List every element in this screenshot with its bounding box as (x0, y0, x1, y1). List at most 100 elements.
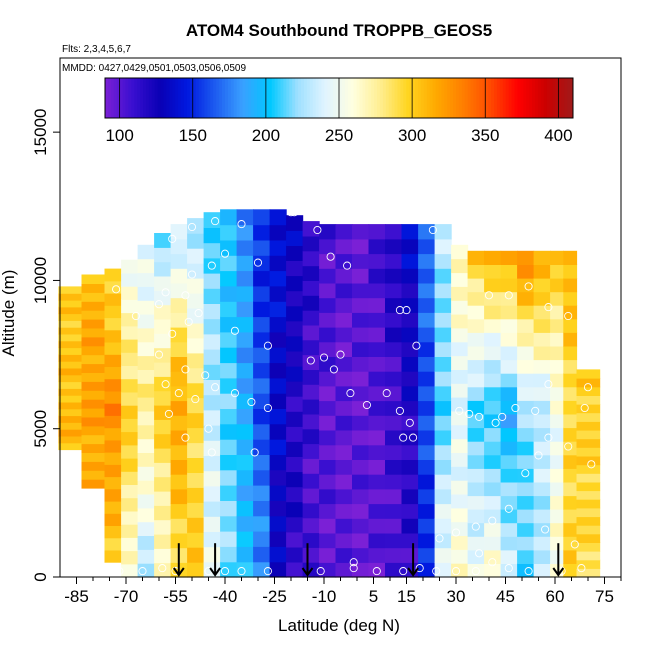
heatmap-cell (269, 469, 287, 486)
heatmap-cell (81, 434, 106, 445)
heatmap-cell (220, 270, 238, 287)
heatmap-cell (335, 385, 353, 402)
heatmap-cell (253, 301, 271, 318)
heatmap-cell (467, 509, 485, 524)
heatmap-cell (533, 264, 551, 279)
heatmap-cell (576, 481, 601, 492)
profile-arrow (209, 543, 221, 577)
y-tick-label: 15000 (31, 109, 50, 156)
colorbar-segment (257, 78, 261, 118)
heatmap-cell (170, 282, 188, 299)
heatmap-cell (368, 341, 386, 357)
heatmap-cell (533, 318, 551, 333)
x-tick-label: 15 (397, 587, 416, 606)
heatmap-cell (500, 373, 518, 388)
heatmap-cell (550, 427, 564, 442)
heatmap-cell (121, 286, 139, 300)
heatmap-cell (187, 532, 205, 548)
colorbar-segment (543, 78, 548, 118)
heatmap-cell (104, 549, 122, 563)
heatmap-cell (170, 488, 188, 505)
colorbar-segment (134, 78, 138, 118)
heatmap-cell (563, 345, 578, 361)
heatmap-cell (137, 452, 155, 467)
heatmap-cell (418, 282, 436, 299)
heatmap-cell (500, 332, 518, 347)
heatmap-cell (434, 459, 452, 475)
heatmap-cell (533, 481, 551, 497)
colorbar-segment (488, 78, 492, 118)
heatmap-cell (500, 441, 518, 456)
heatmap-cell (451, 549, 469, 564)
heatmap-cell (401, 253, 419, 269)
heatmap-cell (236, 316, 254, 333)
heatmap-cell (203, 425, 221, 441)
heatmap-cell (434, 327, 452, 343)
heatmap-cell (253, 515, 271, 532)
colorbar-segment (306, 78, 311, 118)
heatmap-cell (137, 369, 155, 384)
heatmap-cell (104, 354, 122, 367)
heatmap-cell (352, 297, 370, 313)
heatmap-cell (170, 268, 188, 284)
heatmap-cell (220, 393, 238, 409)
sample-point (504, 291, 513, 300)
sample-point (432, 567, 441, 576)
heatmap-cell (451, 424, 469, 440)
heatmap-cell (236, 331, 254, 348)
heatmap-cell (253, 347, 271, 364)
sample-point (409, 433, 418, 442)
heatmap-cell (220, 469, 238, 486)
heatmap-cell (253, 331, 271, 348)
flights-subtitle: Flts: 2,3,4,5,6,7 (62, 44, 131, 55)
sample-point (544, 380, 553, 389)
heatmap-cell (500, 509, 518, 524)
heatmap-cell (170, 503, 188, 519)
heatmap-cell (137, 521, 155, 536)
heatmap-cell (81, 443, 106, 453)
heatmap-cell (81, 283, 106, 293)
heatmap-cell (335, 518, 353, 534)
heatmap-cell (451, 521, 469, 536)
colorbar-segment (558, 78, 562, 118)
heatmap-cell (170, 224, 188, 240)
heatmap-cell (576, 412, 601, 422)
sample-point (583, 383, 593, 392)
heatmap-cell (418, 503, 436, 519)
heatmap-cell (451, 314, 469, 329)
heatmap-cell (385, 268, 403, 284)
sample-point (154, 350, 164, 359)
heatmap-cell (418, 253, 436, 269)
heatmap-cell (434, 562, 452, 578)
heatmap-cell (269, 316, 287, 333)
heatmap-cell (467, 468, 485, 483)
heatmap-cell (517, 345, 535, 361)
heatmap-cell (187, 397, 205, 414)
colorbar-segment (163, 78, 167, 118)
sample-point (211, 217, 220, 226)
heatmap-cell (352, 474, 370, 490)
colorbar-segment (461, 78, 466, 118)
colorbar-segment (567, 78, 571, 118)
heatmap-cell (81, 354, 106, 365)
heatmap-cell (58, 395, 83, 403)
heatmap-cell (418, 400, 436, 416)
heatmap-cell (81, 336, 106, 347)
heatmap-cell (203, 212, 221, 228)
heatmap-cell (352, 356, 370, 372)
heatmap-cell (418, 341, 436, 357)
heatmap-cell (385, 459, 403, 475)
heatmap-cell (533, 250, 551, 265)
colorbar-segment (523, 78, 527, 118)
heatmap-cell (187, 562, 205, 578)
heatmap-cell (269, 239, 287, 256)
heatmap-cell (550, 522, 564, 537)
sample-point (187, 270, 197, 279)
heatmap-cell (302, 354, 320, 370)
heatmap-cell (104, 268, 122, 282)
heatmap-cell (269, 515, 287, 532)
colorbar-segment (324, 78, 328, 118)
heatmap-cell (418, 444, 436, 460)
sample-point (211, 383, 220, 392)
colorbar-segment (254, 78, 258, 118)
